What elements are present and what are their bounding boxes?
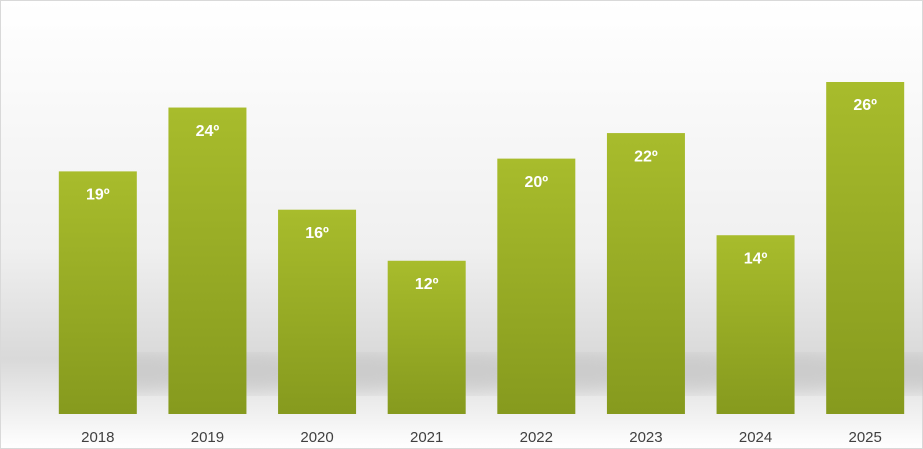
bar [497,158,576,414]
x-tick-label: 2020 [300,429,333,446]
bar [278,209,357,414]
x-tick-label: 2022 [520,429,553,446]
bar [716,235,795,414]
x-tick-label: 2018 [81,429,114,446]
value-label: 26º [853,97,877,114]
plot: 19º 2018 24º 2019 16º 2020 12º 2021 20º 2022 22º 20… [58,82,905,446]
value-label: 19º [86,187,110,204]
x-tick-label: 2019 [191,429,224,446]
bar [58,171,137,414]
bar [387,260,466,414]
x-tick-label: 2025 [849,429,882,446]
value-label: 14º [744,250,768,267]
value-label: 24º [196,123,220,140]
value-label: 20º [524,174,548,191]
value-label: 16º [305,225,329,242]
bar [606,133,685,415]
value-label: 12º [415,276,439,293]
value-label: 22º [634,148,658,165]
bar [168,107,247,415]
x-tick-label: 2023 [629,429,662,446]
x-tick-label: 2024 [739,429,772,446]
bar [826,82,905,414]
x-tick-label: 2021 [410,429,443,446]
